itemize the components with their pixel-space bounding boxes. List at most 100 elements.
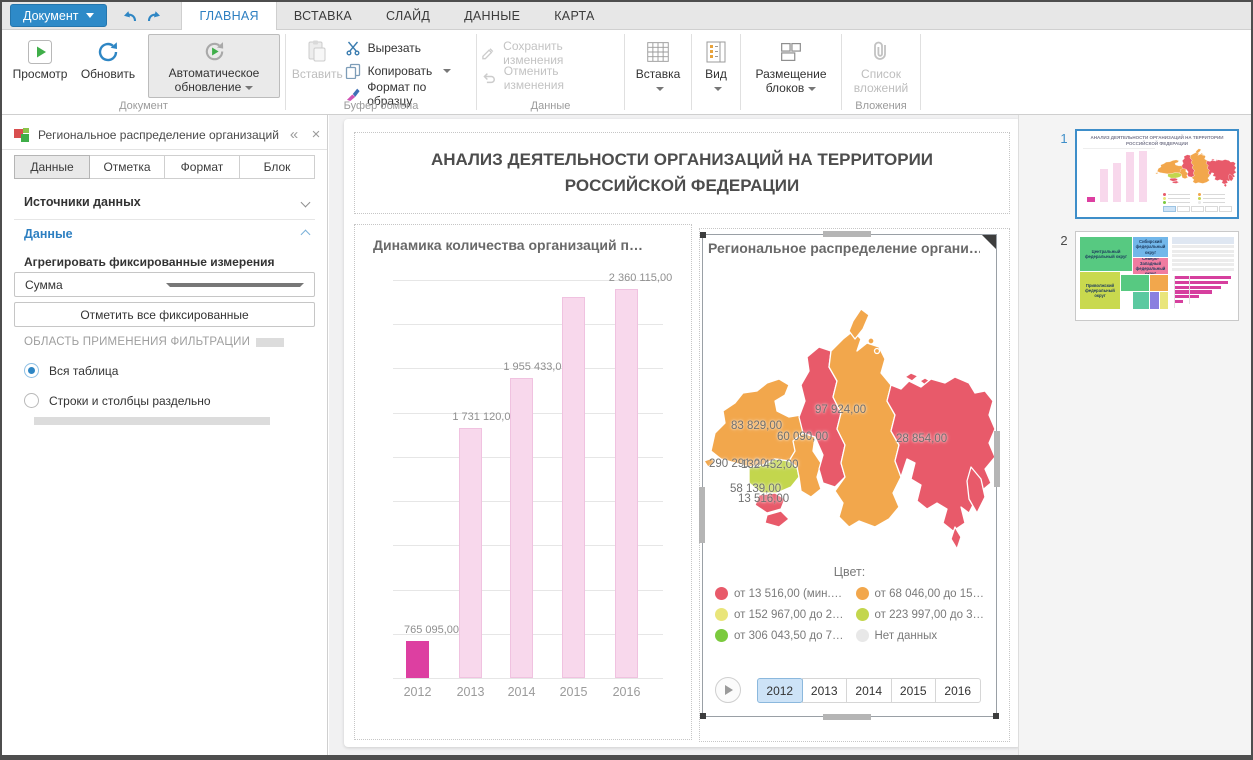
slide-title-block[interactable]: АНАЛИЗ ДЕЯТЕЛЬНОСТИ ОРГАНИЗАЦИЙ НА ТЕРРИ… — [354, 132, 1010, 214]
refresh-label: Обновить — [80, 67, 136, 81]
bar-2014[interactable] — [510, 378, 533, 678]
menu-tab-слайд[interactable]: СЛАЙД — [386, 8, 431, 23]
mini-bar — [1139, 151, 1147, 202]
mark-all-fixed-label: Отметить все фиксированные — [80, 307, 249, 322]
attachments-list-button[interactable]: Список вложений — [846, 34, 916, 96]
undo-button[interactable] — [117, 5, 141, 27]
map-block[interactable]: Региональное распределение органи… — [699, 231, 1000, 720]
preview-button[interactable]: Просмотр — [6, 34, 74, 82]
menu-tab-главная[interactable]: ГЛАВНАЯ — [181, 2, 277, 31]
view-button[interactable]: Вид — [696, 34, 736, 96]
chevron-up-icon — [300, 229, 311, 239]
bar-2012[interactable] — [406, 641, 429, 678]
format-painter-button[interactable]: Формат по образцу — [345, 80, 472, 108]
resize-handle-bottom[interactable] — [823, 714, 871, 720]
bar-value-label: 765 095,00 — [403, 624, 460, 636]
mark-all-fixed-button[interactable]: Отметить все фиксированные — [14, 302, 315, 327]
mini-slide-content — [1083, 148, 1237, 214]
map-value-label: 60 090,00 — [777, 431, 829, 443]
year-button-2014[interactable]: 2014 — [846, 678, 892, 703]
resize-handle-right[interactable] — [994, 431, 1000, 487]
map-cell — [699, 228, 1010, 742]
radio-selected-icon — [24, 363, 39, 378]
menu-tab-карта[interactable]: КАРТА — [554, 8, 595, 23]
view-list-icon — [706, 41, 726, 63]
undo-icon — [124, 10, 137, 21]
mini-slide-title: АНАЛИЗ ДЕЯТЕЛЬНОСТИ ОРГАНИЗАЦИЙ НА ТЕРРИ… — [1090, 135, 1224, 147]
bar-2016[interactable] — [615, 289, 638, 678]
aggregate-select[interactable]: Сумма — [14, 272, 315, 297]
collapse-panel-icon[interactable]: « — [289, 126, 299, 143]
menu-tab-данные[interactable]: ДАННЫЕ — [464, 8, 521, 23]
legend-item: от 13 516,00 (мин.… — [715, 587, 852, 600]
resize-handle-top-left[interactable] — [700, 232, 706, 238]
paste-button[interactable]: Вставить — [290, 34, 345, 82]
menu-tab-вставка[interactable]: ВСТАВКА — [293, 8, 353, 23]
section-data-sources[interactable]: Источники данных — [24, 195, 311, 209]
block-layout-button[interactable]: Размещение блоков — [745, 34, 837, 96]
map-value-label: 28 854,00 — [896, 433, 948, 445]
legend-item: от 152 967,00 до 2… — [715, 608, 852, 621]
slide-2-thumbnail[interactable]: Центральный федеральный округ Сибирский … — [1075, 231, 1239, 321]
map-value-label: 132 452,00 — [741, 459, 799, 471]
resize-handle-bottom-left[interactable] — [700, 713, 706, 719]
filter-scope-radio-0[interactable]: Вся таблица — [24, 363, 118, 378]
slide-canvas: АНАЛИЗ ДЕЯТЕЛЬНОСТИ ОРГАНИЗАЦИЙ НА ТЕРРИ… — [329, 115, 1021, 755]
treemap-block — [1121, 275, 1149, 291]
mini-bar — [1126, 152, 1134, 202]
refresh-button[interactable]: Обновить — [74, 34, 142, 82]
year-button-2013[interactable]: 2013 — [801, 678, 847, 703]
section-data[interactable]: Данные — [24, 227, 311, 241]
year-button-2015[interactable]: 2015 — [890, 678, 936, 703]
data-commands: Сохранить изменения Отменить изменения — [481, 34, 620, 92]
clipboard-commands: Вырезать Копировать Формат по образцу — [345, 34, 472, 108]
auto-refresh-button[interactable]: Автоматическое обновление — [148, 34, 280, 98]
settings-tab-данные[interactable]: Данные — [14, 155, 90, 179]
settings-tab-формат[interactable]: Формат — [164, 155, 240, 179]
block-selection-corner-icon[interactable] — [982, 235, 996, 249]
aggregate-selected-value: Сумма — [25, 277, 63, 292]
resize-handle-left[interactable] — [699, 487, 705, 543]
treemap-block — [1133, 292, 1149, 309]
bar-2013[interactable] — [459, 428, 482, 678]
year-button-2012[interactable]: 2012 — [757, 678, 803, 703]
save-changes-label: Сохранить изменения — [503, 38, 564, 67]
close-panel-icon[interactable]: × — [311, 126, 321, 143]
bar-2015[interactable] — [562, 297, 585, 678]
discard-changes-button[interactable]: Отменить изменения — [481, 64, 620, 92]
format-painter-label: Формат по образцу — [367, 79, 427, 108]
slides-panel: 1 АНАЛИЗ ДЕЯТЕЛЬНОСТИ ОРГАНИЗАЦИЙ НА ТЕР… — [1018, 115, 1251, 755]
gridline — [393, 368, 663, 370]
legend-color-icon — [715, 608, 728, 621]
chevron-down-icon — [714, 86, 722, 91]
legend-label: от 13 516,00 (мин.… — [734, 587, 843, 600]
play-animation-button[interactable] — [715, 677, 741, 703]
slide-title-text: АНАЛИЗ ДЕЯТЕЛЬНОСТИ ОРГАНИЗАЦИЙ НА ТЕРРИ… — [430, 149, 934, 195]
settings-tab-блок[interactable]: Блок — [239, 155, 315, 179]
panel-resize-bar[interactable] — [34, 417, 270, 425]
discard-changes-label: Отменить изменения — [503, 63, 564, 92]
insert-label: Вставка — [636, 67, 680, 96]
resize-handle-top[interactable] — [823, 231, 871, 237]
year-button-2016[interactable]: 2016 — [935, 678, 981, 703]
document-menu-button[interactable]: Документ — [10, 4, 108, 27]
cut-scissors-icon — [346, 41, 360, 55]
slide-1-thumbnail[interactable]: АНАЛИЗ ДЕЯТЕЛЬНОСТИ ОРГАНИЗАЦИЙ НА ТЕРРИ… — [1075, 129, 1239, 219]
bar-chart-block[interactable]: Динамика количества организаций п… 765 0… — [354, 224, 692, 740]
mini-table — [1172, 237, 1234, 271]
save-changes-button[interactable]: Сохранить изменения — [481, 39, 620, 67]
filter-scope-radio-1[interactable]: Строки и столбцы раздельно — [24, 393, 211, 408]
play-icon — [725, 685, 733, 695]
slide-1-number: 1 — [1060, 131, 1068, 146]
resize-handle-bottom-right[interactable] — [993, 713, 999, 719]
settings-tab-отметка[interactable]: Отметка — [89, 155, 165, 179]
cut-button[interactable]: Вырезать — [345, 39, 472, 56]
legend-item: Нет данных — [855, 629, 993, 642]
copy-button[interactable]: Копировать — [345, 62, 472, 79]
redo-button[interactable] — [143, 5, 167, 27]
legend-label: от 152 967,00 до 2… — [734, 608, 844, 621]
insert-button[interactable]: Вставка — [629, 34, 687, 96]
russia-choropleth-map[interactable] — [703, 235, 998, 718]
ribbon-separator — [841, 34, 842, 110]
mini-legend-item — [1198, 193, 1233, 196]
